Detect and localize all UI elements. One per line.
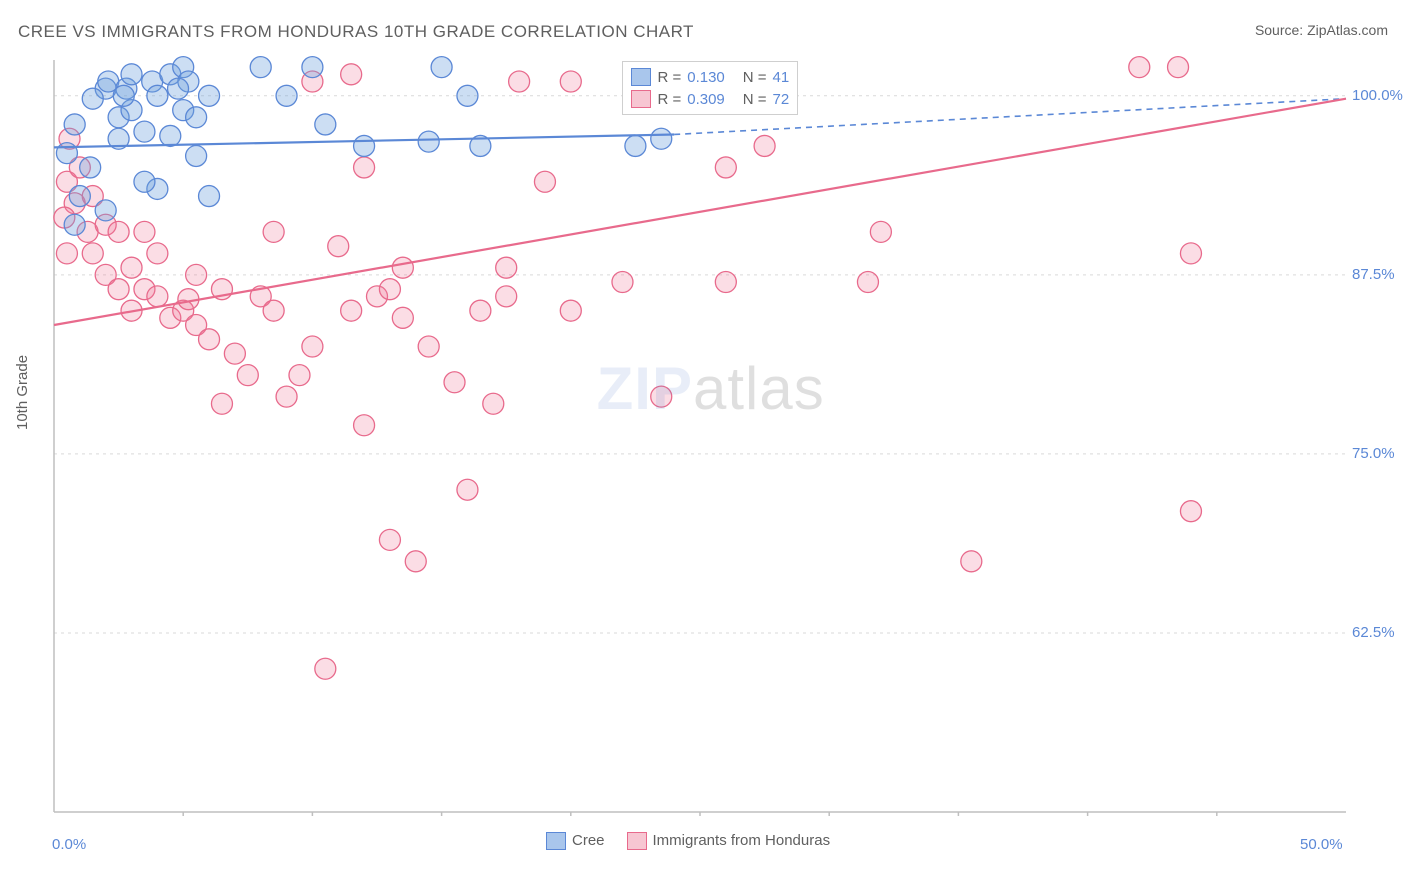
legend-item-cree: Cree — [546, 832, 605, 850]
x-tick-label: 0.0% — [52, 836, 86, 853]
y-tick-label: 75.0% — [1352, 445, 1395, 462]
legend-bottom: Cree Immigrants from Honduras — [546, 832, 830, 850]
stats-row-honduras: R = 0.309 N = 72 — [631, 88, 789, 110]
y-axis-title: 10th Grade — [14, 355, 31, 430]
honduras-swatch-icon — [631, 90, 651, 108]
scatter-chart — [50, 56, 1350, 816]
stats-row-cree: R = 0.130 N = 41 — [631, 66, 789, 88]
honduras-swatch-icon — [627, 832, 647, 850]
cree-swatch-icon — [546, 832, 566, 850]
correlation-stats-box: R = 0.130 N = 41 R = 0.309 N = 72 — [622, 61, 798, 115]
chart-title: CREE VS IMMIGRANTS FROM HONDURAS 10TH GR… — [18, 22, 694, 41]
cree-swatch-icon — [631, 68, 651, 86]
y-tick-label: 62.5% — [1352, 624, 1395, 641]
y-tick-label: 100.0% — [1352, 87, 1403, 104]
legend-item-honduras: Immigrants from Honduras — [627, 832, 831, 850]
x-tick-label: 50.0% — [1300, 836, 1343, 853]
source-attribution: Source: ZipAtlas.com — [1255, 22, 1388, 38]
y-tick-label: 87.5% — [1352, 266, 1395, 283]
